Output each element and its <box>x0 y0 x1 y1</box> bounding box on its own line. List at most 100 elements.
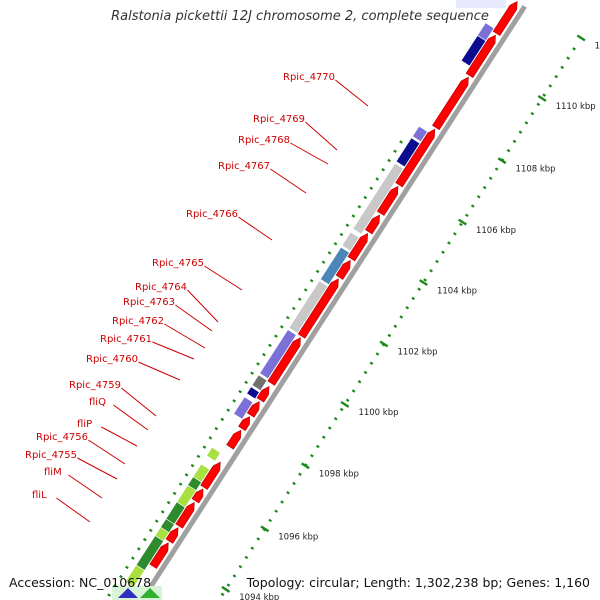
inner-tick-mark <box>154 519 159 523</box>
scale-tick-mark <box>411 296 416 301</box>
forward-gene-arrow <box>347 232 369 262</box>
cog-gene-segment <box>319 246 350 286</box>
forward-gene-arrow <box>149 542 169 569</box>
inner-tick-mark <box>220 417 225 422</box>
gene-leader-line <box>305 121 338 151</box>
scale-tick-mark <box>506 148 511 153</box>
scale-tick-mark <box>298 472 302 476</box>
scale-tick-mark <box>292 481 296 486</box>
kbp-scale-label: 1110 kbp <box>556 102 596 112</box>
inner-tick-mark <box>184 473 189 477</box>
scale-tick-mark <box>530 111 535 116</box>
gene-label: Rpic_4764 <box>135 282 187 293</box>
scale-tick-mark <box>339 407 344 412</box>
inner-tick-mark <box>131 556 135 560</box>
scale-tick-mark <box>405 306 410 310</box>
inner-tick-mark <box>178 482 183 486</box>
cog-gene-segment <box>233 396 254 420</box>
scale-tick-mark <box>375 352 380 356</box>
inner-tick-mark <box>375 177 380 181</box>
scale-tick-mark <box>280 500 284 504</box>
gene-leader-line <box>270 168 307 194</box>
gene-label: Rpic_4765 <box>152 258 204 269</box>
scale-major-tick <box>537 95 547 102</box>
kbp-scale-label: 1104 kbp <box>437 286 477 296</box>
inner-tick-mark <box>202 445 207 449</box>
scale-tick-mark <box>399 315 404 319</box>
scale-major-tick <box>340 400 350 408</box>
forward-gene-arrow <box>256 385 270 403</box>
inner-tick-mark <box>160 510 165 514</box>
scale-major-tick <box>221 585 231 593</box>
gene-label: fliM <box>44 467 62 478</box>
gene-leader-line <box>175 304 213 332</box>
scale-tick-mark <box>423 278 427 282</box>
inner-tick-mark <box>369 186 374 190</box>
inner-tick-mark <box>315 269 320 274</box>
scale-tick-mark <box>238 564 243 569</box>
scale-major-tick <box>458 218 467 226</box>
scale-tick-mark <box>315 444 320 449</box>
scale-tick-mark <box>548 84 553 88</box>
forward-gene-arrow <box>200 461 221 490</box>
scale-tick-mark <box>250 546 255 550</box>
map-title: Ralstonia pickettii 12J chromosome 2, co… <box>111 9 489 24</box>
forward-gene-arrow <box>395 128 436 188</box>
forward-gene-arrow <box>335 259 351 280</box>
scale-tick-mark <box>464 213 469 218</box>
gene-label: Rpic_4769 <box>253 114 305 125</box>
kbp-scale-label: 1106 kbp <box>476 226 516 236</box>
scale-tick-mark <box>572 47 576 51</box>
scale-major-tick <box>576 34 586 42</box>
inner-tick-mark <box>119 574 123 579</box>
gene-label: Rpic_4762 <box>112 316 164 327</box>
inner-tick-mark <box>262 352 266 357</box>
gene-leader-line <box>187 289 219 323</box>
kbp-scale-label: 1108 kbp <box>516 164 556 174</box>
gene-leader-line <box>77 457 118 480</box>
inner-tick-mark <box>166 500 171 505</box>
accession-text: Accession: NC_010678 <box>9 575 152 590</box>
gene-leader-line <box>121 387 157 417</box>
forward-gene-arrow <box>191 488 204 504</box>
gene-label: Rpic_4760 <box>86 354 138 365</box>
scale-tick-mark <box>232 574 237 578</box>
inner-tick-mark <box>351 214 356 218</box>
inner-tick-mark <box>274 334 278 338</box>
scale-tick-mark <box>447 241 451 245</box>
cog-gene-segment <box>259 329 297 380</box>
kbp-scale-label: 1094 kbp <box>239 593 279 600</box>
scale-tick-mark <box>333 416 338 421</box>
forward-gene-arrow <box>364 214 380 235</box>
inner-tick-mark <box>321 260 326 264</box>
sequence-info-text: Topology: circular; Length: 1,302,238 bp… <box>246 575 590 590</box>
kbp-scale-label: 1100 kbp <box>358 408 398 418</box>
kbp-scale-label: 1098 kbp <box>319 470 359 480</box>
scale-tick-mark <box>417 287 422 292</box>
inner-tick-mark <box>256 362 260 366</box>
gene-label: Rpic_4763 <box>123 297 175 308</box>
inner-tick-mark <box>309 278 314 283</box>
scale-tick-mark <box>476 195 481 199</box>
scale-tick-mark <box>524 121 529 125</box>
scale-tick-mark <box>542 93 547 97</box>
scale-tick-mark <box>560 65 565 70</box>
gene-leader-line <box>101 426 138 447</box>
scale-tick-mark <box>363 370 368 375</box>
gene-leader-line <box>335 79 369 107</box>
scale-tick-mark <box>220 592 225 597</box>
kbp-scale-label: 1096 kbp <box>278 533 318 543</box>
scale-tick-mark <box>482 185 487 190</box>
scale-tick-mark <box>470 204 475 208</box>
inner-tick-mark <box>137 547 141 551</box>
gene-leader-line <box>290 142 329 165</box>
scale-tick-mark <box>494 167 499 171</box>
inner-tick-mark <box>268 343 272 348</box>
scale-tick-mark <box>310 453 314 458</box>
gene-label: Rpic_4761 <box>100 334 152 345</box>
inner-tick-mark <box>291 306 296 311</box>
inner-tick-mark <box>232 399 237 403</box>
inner-tick-mark <box>148 528 153 533</box>
inner-tick-mark <box>280 325 284 329</box>
